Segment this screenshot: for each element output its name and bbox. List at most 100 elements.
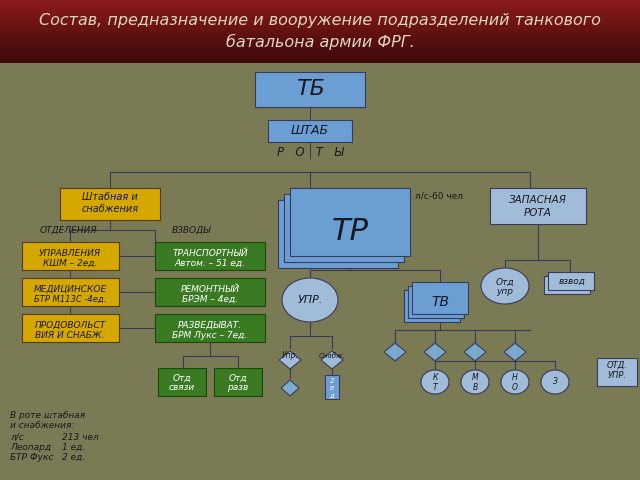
Text: л/с: л/с: [10, 432, 24, 442]
FancyBboxPatch shape: [278, 200, 398, 268]
Polygon shape: [424, 343, 446, 361]
Text: и снабжения:: и снабжения:: [10, 420, 74, 430]
Text: Упр.: Упр.: [282, 351, 298, 360]
Text: ОТД.: ОТД.: [607, 360, 627, 370]
FancyBboxPatch shape: [0, 41, 640, 44]
Text: МЕДИЦИНСКОЕ: МЕДИЦИНСКОЕ: [33, 285, 107, 293]
Text: ПРОДОВОЛЬСТ: ПРОДОВОЛЬСТ: [35, 321, 106, 329]
FancyBboxPatch shape: [268, 120, 352, 142]
Text: взвод: взвод: [559, 276, 586, 286]
FancyBboxPatch shape: [214, 368, 262, 396]
Text: В роте штабная: В роте штабная: [10, 410, 85, 420]
Text: БРЭМ – 4ед.: БРЭМ – 4ед.: [182, 295, 238, 303]
Text: разв: разв: [227, 384, 248, 393]
Text: ТР: ТР: [332, 217, 369, 247]
Text: батальона армии ФРГ.: батальона армии ФРГ.: [226, 34, 414, 50]
Text: УПР.: УПР.: [607, 371, 627, 380]
Text: ТРАНСПОРТНЫЙ: ТРАНСПОРТНЫЙ: [172, 249, 248, 257]
Text: 2: 2: [330, 378, 334, 384]
FancyBboxPatch shape: [412, 282, 468, 314]
FancyBboxPatch shape: [158, 368, 206, 396]
Ellipse shape: [541, 370, 569, 394]
FancyBboxPatch shape: [0, 8, 640, 11]
Text: К: К: [432, 373, 438, 383]
FancyBboxPatch shape: [155, 314, 265, 342]
FancyBboxPatch shape: [0, 23, 640, 25]
Text: 213 чел: 213 чел: [62, 432, 99, 442]
Text: В: В: [472, 383, 477, 392]
FancyBboxPatch shape: [0, 16, 640, 19]
FancyBboxPatch shape: [0, 39, 640, 42]
Text: Отд: Отд: [496, 277, 515, 287]
FancyBboxPatch shape: [0, 4, 640, 7]
FancyBboxPatch shape: [0, 31, 640, 34]
FancyBboxPatch shape: [22, 278, 119, 306]
Text: З: З: [552, 377, 557, 386]
FancyBboxPatch shape: [0, 11, 640, 13]
FancyBboxPatch shape: [155, 278, 265, 306]
Text: РОТА: РОТА: [524, 208, 552, 218]
FancyBboxPatch shape: [0, 46, 640, 48]
FancyBboxPatch shape: [0, 52, 640, 54]
FancyBboxPatch shape: [0, 0, 640, 2]
FancyBboxPatch shape: [597, 358, 637, 386]
Text: 2 ед.: 2 ед.: [62, 453, 85, 461]
FancyBboxPatch shape: [0, 33, 640, 36]
FancyBboxPatch shape: [0, 6, 640, 9]
Text: УПР.: УПР.: [298, 295, 323, 305]
Text: Т: Т: [433, 383, 437, 392]
Text: О: О: [512, 383, 518, 392]
FancyBboxPatch shape: [404, 290, 460, 322]
FancyBboxPatch shape: [0, 27, 640, 29]
Ellipse shape: [421, 370, 449, 394]
FancyBboxPatch shape: [22, 242, 119, 270]
Polygon shape: [464, 343, 486, 361]
FancyBboxPatch shape: [60, 188, 160, 220]
Polygon shape: [504, 343, 526, 361]
FancyBboxPatch shape: [0, 21, 640, 23]
Polygon shape: [281, 380, 299, 396]
Text: упр: упр: [497, 287, 513, 296]
FancyBboxPatch shape: [0, 2, 640, 5]
Ellipse shape: [501, 370, 529, 394]
Text: Р   О   Т   Ы: Р О Т Ы: [276, 145, 344, 158]
FancyBboxPatch shape: [290, 188, 410, 256]
FancyBboxPatch shape: [0, 14, 640, 17]
Text: ОТДЕЛЕНИЯ: ОТДЕЛЕНИЯ: [39, 226, 97, 235]
FancyBboxPatch shape: [408, 286, 464, 318]
Text: УПРАВЛЕНИЯ: УПРАВЛЕНИЯ: [39, 249, 101, 257]
FancyBboxPatch shape: [0, 60, 640, 62]
Text: снабжения: снабжения: [81, 204, 139, 214]
Text: ТВ: ТВ: [431, 295, 449, 309]
FancyBboxPatch shape: [0, 58, 640, 60]
Polygon shape: [279, 351, 301, 369]
Text: РАЗВЕДЫВАТ.: РАЗВЕДЫВАТ.: [178, 321, 242, 329]
FancyBboxPatch shape: [0, 56, 640, 59]
Text: ТБ: ТБ: [296, 79, 324, 99]
FancyBboxPatch shape: [22, 314, 119, 342]
FancyBboxPatch shape: [0, 35, 640, 38]
Text: связи: связи: [169, 384, 195, 393]
Polygon shape: [321, 351, 343, 369]
FancyBboxPatch shape: [0, 54, 640, 56]
Text: Отд: Отд: [228, 373, 247, 383]
Text: Н: Н: [512, 373, 518, 383]
FancyBboxPatch shape: [0, 19, 640, 21]
Text: л/с-60 чел: л/с-60 чел: [415, 192, 463, 201]
FancyBboxPatch shape: [284, 194, 404, 262]
Text: Отд: Отд: [173, 373, 191, 383]
Text: ШТАБ: ШТАБ: [291, 124, 329, 137]
Text: ВЗВОДЫ: ВЗВОДЫ: [172, 226, 212, 235]
Text: БРМ Лукс – 7ед.: БРМ Лукс – 7ед.: [172, 331, 248, 339]
FancyBboxPatch shape: [0, 37, 640, 40]
FancyBboxPatch shape: [544, 276, 590, 294]
Ellipse shape: [481, 268, 529, 304]
FancyBboxPatch shape: [0, 29, 640, 32]
FancyBboxPatch shape: [255, 72, 365, 107]
FancyBboxPatch shape: [155, 242, 265, 270]
Text: д: д: [330, 392, 335, 398]
FancyBboxPatch shape: [325, 375, 339, 399]
FancyBboxPatch shape: [548, 272, 594, 290]
FancyBboxPatch shape: [0, 43, 640, 46]
Text: Автом. – 51 ед.: Автом. – 51 ед.: [175, 259, 246, 267]
